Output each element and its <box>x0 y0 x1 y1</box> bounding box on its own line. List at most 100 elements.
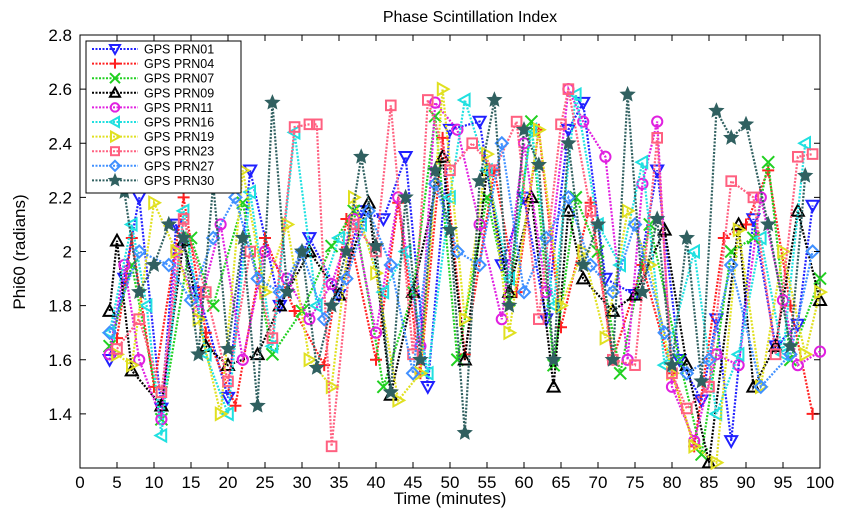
x-tick-label: 65 <box>552 473 571 492</box>
data-point <box>145 256 163 273</box>
x-tick-label: 70 <box>589 473 608 492</box>
series-line <box>123 94 807 433</box>
data-point <box>471 115 488 130</box>
data-point <box>767 338 784 353</box>
chart-title: Phase Scintillation Index <box>383 9 557 26</box>
data-point <box>227 189 243 205</box>
y-tick-label: 1.4 <box>48 405 72 424</box>
data-point <box>627 217 643 232</box>
series-gps-prn16 <box>101 86 811 444</box>
x-tick-label: 90 <box>737 473 756 492</box>
data-point <box>250 271 266 286</box>
data-point <box>530 156 547 172</box>
y-tick-label: 2 <box>63 243 72 262</box>
data-point <box>330 230 345 246</box>
data-point <box>791 359 804 372</box>
series-line <box>108 116 822 455</box>
legend-marker <box>108 159 122 173</box>
data-point <box>249 346 266 361</box>
data-point <box>686 243 700 260</box>
x-tick-label: 10 <box>145 473 164 492</box>
data-point <box>370 265 385 281</box>
data-point <box>161 257 177 273</box>
data-point <box>584 205 597 217</box>
data-point <box>747 191 760 204</box>
data-point <box>538 230 554 246</box>
data-point <box>308 359 325 375</box>
legend-label: GPS PRN16 <box>144 116 214 130</box>
data-point <box>190 345 207 362</box>
x-tick-label: 25 <box>256 473 275 492</box>
data-point <box>799 346 814 363</box>
data-point <box>754 191 767 204</box>
data-point <box>478 162 493 179</box>
data-point <box>806 148 819 160</box>
data-point <box>303 118 316 131</box>
data-point <box>678 229 695 245</box>
data-point <box>797 135 811 151</box>
x-tick-label: 45 <box>404 473 423 492</box>
series-gps-prn19 <box>111 81 829 471</box>
legend-label: GPS PRN01 <box>144 43 214 57</box>
data-point <box>679 357 695 371</box>
data-point <box>545 351 562 367</box>
data-point <box>693 372 710 389</box>
legend-entry: GPS PRN09 <box>92 85 214 100</box>
x-tick-label: 20 <box>219 473 238 492</box>
series-line <box>108 143 814 390</box>
y-tick-label: 2.4 <box>48 134 72 153</box>
data-point <box>481 146 496 162</box>
y-tick-label: 1.6 <box>48 351 72 370</box>
y-tick-label: 2.8 <box>48 26 72 45</box>
x-tick-label: 85 <box>700 473 719 492</box>
data-point <box>101 302 118 317</box>
x-tick-label: 40 <box>367 473 386 492</box>
data-point <box>723 257 739 273</box>
data-point <box>555 118 567 131</box>
data-point <box>420 381 436 395</box>
data-point <box>375 284 390 300</box>
data-point <box>236 353 249 366</box>
data-point <box>229 399 242 412</box>
data-point <box>560 202 577 217</box>
y-tick-label: 1.8 <box>48 297 72 316</box>
legend-label: GPS PRN23 <box>144 145 214 159</box>
data-point <box>153 427 168 444</box>
data-point <box>214 406 229 422</box>
legend-marker <box>109 102 121 113</box>
data-point <box>126 357 140 373</box>
data-point <box>288 305 301 318</box>
series-line <box>116 88 813 447</box>
legend-label: GPS PRN27 <box>144 159 214 173</box>
legend-label: GPS PRN09 <box>144 86 214 100</box>
data-point <box>560 134 577 151</box>
data-point <box>656 221 673 236</box>
legend-label: GPS PRN04 <box>144 57 214 71</box>
data-point <box>109 232 125 247</box>
data-point <box>533 122 547 138</box>
x-tick-label: 75 <box>626 473 645 492</box>
data-point <box>220 391 236 406</box>
data-point <box>634 283 651 299</box>
x-tick-label: 0 <box>75 473 84 492</box>
data-point <box>244 245 256 258</box>
data-point <box>782 337 799 354</box>
data-point <box>812 292 828 307</box>
data-point <box>761 155 775 169</box>
data-point <box>577 243 592 260</box>
data-point <box>777 243 792 260</box>
data-point <box>649 210 666 227</box>
x-tick-label: 50 <box>441 473 460 492</box>
y-axis-label: Phi60 (radians) <box>10 194 29 309</box>
x-tick-label: 60 <box>515 473 534 492</box>
data-point <box>792 150 804 163</box>
legend-entry: GPS PRN01 <box>92 43 214 57</box>
data-point <box>383 257 399 273</box>
data-point <box>774 346 789 363</box>
legend-marker <box>108 85 122 98</box>
data-point <box>456 92 471 108</box>
legend-label: GPS PRN07 <box>144 72 214 86</box>
legend-entry: GPS PRN04 <box>92 57 214 71</box>
series-line <box>108 85 821 445</box>
